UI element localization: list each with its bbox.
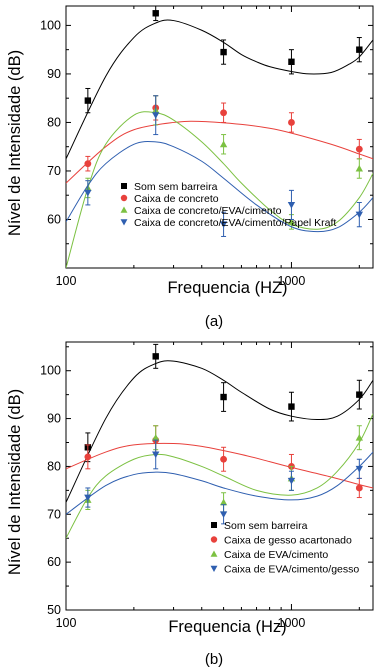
series-2 bbox=[66, 425, 373, 499]
y-tick-label: 70 bbox=[47, 507, 61, 521]
y-tick-label: 70 bbox=[47, 164, 61, 178]
series-3 bbox=[66, 95, 373, 268]
data-point bbox=[355, 211, 363, 219]
legend-label: Caixa de concreto bbox=[134, 193, 219, 205]
data-point bbox=[152, 10, 159, 17]
legend-marker bbox=[210, 536, 218, 543]
series-4 bbox=[66, 95, 373, 237]
x-tick-label: 1000 bbox=[278, 274, 306, 288]
x-tick-label: 100 bbox=[56, 616, 77, 630]
y-tick-label: 80 bbox=[47, 459, 61, 473]
legend-label: Caixa de concreto/EVA/cimento/Papel Kraf… bbox=[134, 217, 336, 229]
legend-marker bbox=[211, 522, 217, 528]
data-point bbox=[355, 465, 363, 473]
data-point bbox=[219, 140, 228, 148]
x-axis-label: Frequencia (Hz) bbox=[168, 618, 286, 636]
series-3 bbox=[66, 413, 373, 539]
x-tick-label: 1000 bbox=[278, 616, 306, 630]
data-point bbox=[152, 451, 160, 459]
legend-marker bbox=[120, 194, 128, 202]
data-point bbox=[219, 221, 228, 229]
data-point bbox=[220, 455, 227, 463]
legend-marker bbox=[120, 219, 128, 226]
data-point bbox=[219, 511, 228, 518]
data-point bbox=[220, 48, 227, 56]
legend-label: Caixa de EVA/cimento bbox=[224, 549, 328, 561]
data-point bbox=[355, 145, 363, 153]
x-tick-label: 100 bbox=[56, 274, 77, 288]
data-point bbox=[356, 46, 363, 53]
panel-caption: (a) bbox=[205, 313, 223, 330]
legend-label: Som sem barreira bbox=[134, 181, 218, 193]
data-point bbox=[84, 97, 92, 104]
data-point bbox=[355, 164, 363, 172]
fit-curve bbox=[66, 413, 373, 539]
data-point bbox=[287, 218, 296, 225]
fit-curve bbox=[66, 140, 373, 233]
data-point bbox=[355, 434, 363, 441]
legend: Som sem barreira Caixa de gesso acartonad… bbox=[210, 520, 359, 575]
legend-marker bbox=[210, 565, 218, 572]
y-tick-label: 90 bbox=[47, 67, 61, 81]
data-point bbox=[288, 119, 295, 126]
legend-marker bbox=[210, 550, 218, 557]
legend-label: Som sem barreira bbox=[224, 520, 308, 532]
fit-curve bbox=[66, 360, 373, 503]
data-point bbox=[84, 494, 92, 502]
y-tick-label: 60 bbox=[47, 212, 61, 226]
series-4 bbox=[66, 439, 373, 525]
x-axis-label: Frequencia (HZ) bbox=[167, 279, 287, 297]
data-point bbox=[287, 201, 296, 209]
data-point bbox=[219, 498, 228, 506]
y-axis-label: Nível de Intensidade (dB) bbox=[6, 389, 24, 575]
data-point bbox=[355, 484, 363, 492]
legend-label: Caixa de gesso acartonado bbox=[224, 534, 352, 546]
legend-marker bbox=[121, 183, 127, 189]
fit-curve bbox=[66, 120, 373, 184]
fit-curve bbox=[66, 19, 373, 160]
data-point bbox=[152, 353, 159, 360]
legend-label: Caixa de concreto/EVA/cimento bbox=[134, 205, 282, 217]
series-2 bbox=[66, 95, 373, 184]
y-tick-label: 100 bbox=[40, 18, 61, 32]
panel-caption: (b) bbox=[205, 651, 223, 668]
y-tick-label: 100 bbox=[40, 364, 61, 378]
data-point bbox=[84, 160, 92, 168]
plot-frame bbox=[65, 5, 374, 269]
data-point bbox=[220, 109, 227, 117]
data-point bbox=[356, 391, 363, 398]
data-point bbox=[152, 112, 160, 119]
data-point bbox=[288, 58, 295, 65]
series-1 bbox=[66, 5, 373, 160]
data-point bbox=[84, 189, 92, 197]
y-tick-label: 50 bbox=[47, 603, 61, 617]
y-tick-label: 90 bbox=[47, 412, 61, 426]
series-1 bbox=[66, 343, 373, 503]
data-point bbox=[288, 403, 295, 410]
y-tick-label: 80 bbox=[47, 115, 61, 129]
data-point bbox=[84, 453, 92, 461]
legend-label: Caixa de EVA/cimento/gesso bbox=[224, 563, 359, 575]
fit-curve bbox=[66, 442, 373, 489]
fit-curve bbox=[66, 451, 373, 515]
fit-curve bbox=[66, 111, 373, 268]
data-point bbox=[287, 477, 296, 485]
legend-marker bbox=[120, 206, 128, 213]
data-point bbox=[152, 434, 160, 441]
plot-frame bbox=[65, 341, 374, 611]
y-axis-label: Nível de Intensidade (dB) bbox=[6, 50, 24, 236]
data-point bbox=[220, 393, 227, 401]
y-tick-label: 60 bbox=[47, 555, 61, 569]
